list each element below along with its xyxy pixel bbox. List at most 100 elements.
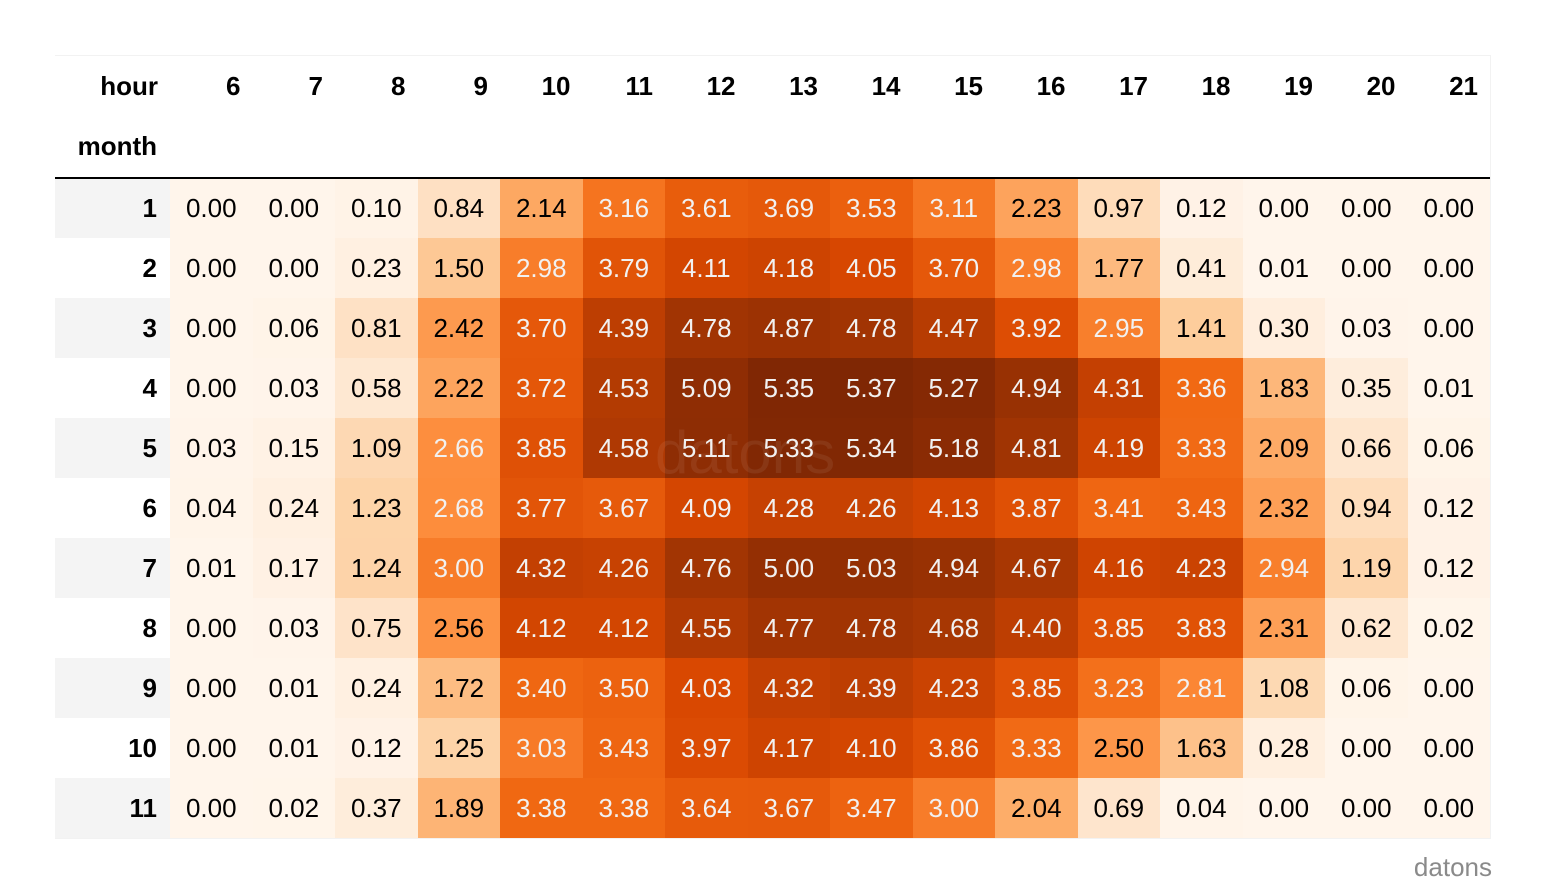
row-header-month: 7 xyxy=(55,538,170,598)
heatmap-cell: 1.09 xyxy=(335,418,418,478)
heatmap-cell: 2.66 xyxy=(417,418,500,478)
column-header-hour: 11 xyxy=(582,56,665,116)
heatmap-cell: 0.00 xyxy=(252,238,335,298)
heatmap-cell: 4.76 xyxy=(665,538,748,598)
heatmap-table: hour 6 7 8 9 10 11 12 13 14 15 16 17 18 19 20 21 month … xyxy=(55,56,1490,838)
heatmap-cell: 1.63 xyxy=(1160,718,1243,778)
table-row: 8 0.00 0.03 0.75 2.56 4.12 4.12 4.55 4.77 4.78 4.6… xyxy=(55,598,1490,658)
heatmap-cell: 3.03 xyxy=(500,718,583,778)
heatmap-cell: 2.95 xyxy=(1077,298,1160,358)
heatmap-cell: 3.50 xyxy=(582,658,665,718)
heatmap-cell: 4.39 xyxy=(830,658,913,718)
heatmap-cell: 3.85 xyxy=(995,658,1078,718)
heatmap-cell: 0.03 xyxy=(252,358,335,418)
column-header-hour: 10 xyxy=(500,56,583,116)
heatmap-cell: 0.00 xyxy=(1407,178,1490,238)
heatmap-cell: 0.01 xyxy=(170,538,253,598)
heatmap-cell: 1.41 xyxy=(1160,298,1243,358)
credit-label: datons xyxy=(1413,852,1492,882)
row-header-month: 4 xyxy=(55,358,170,418)
heatmap-cell: 0.75 xyxy=(335,598,418,658)
heatmap-cell: 1.77 xyxy=(1077,238,1160,298)
heatmap-cell: 0.94 xyxy=(1325,478,1408,538)
table-row: 3 0.00 0.06 0.81 2.42 3.70 4.39 4.78 4.87 4.78 4.4… xyxy=(55,298,1490,358)
column-header-spacer xyxy=(665,116,748,178)
heatmap-cell: 3.61 xyxy=(665,178,748,238)
column-header-hour: 17 xyxy=(1077,56,1160,116)
heatmap-cell: 3.43 xyxy=(1160,478,1243,538)
heatmap-cell: 4.94 xyxy=(995,358,1078,418)
heatmap-cell: 4.31 xyxy=(1077,358,1160,418)
heatmap-cell: 0.23 xyxy=(335,238,418,298)
heatmap-cell: 0.01 xyxy=(252,718,335,778)
heatmap-cell: 0.00 xyxy=(170,298,253,358)
heatmap-cell: 3.67 xyxy=(747,778,830,838)
column-header-hour: 8 xyxy=(335,56,418,116)
heatmap-cell: 1.89 xyxy=(417,778,500,838)
heatmap-cell: 2.94 xyxy=(1242,538,1325,598)
heatmap-cell: 0.12 xyxy=(1160,178,1243,238)
heatmap-cell: 0.03 xyxy=(252,598,335,658)
heatmap-cell: 3.70 xyxy=(500,298,583,358)
heatmap-cell: 0.66 xyxy=(1325,418,1408,478)
heatmap-cell: 2.31 xyxy=(1242,598,1325,658)
heatmap-cell: 3.36 xyxy=(1160,358,1243,418)
heatmap-cell: 0.37 xyxy=(335,778,418,838)
column-header-spacer xyxy=(170,116,253,178)
heatmap-cell: 1.24 xyxy=(335,538,418,598)
heatmap-cell: 0.30 xyxy=(1242,298,1325,358)
heatmap-cell: 1.08 xyxy=(1242,658,1325,718)
heatmap-cell: 2.04 xyxy=(995,778,1078,838)
column-header-spacer xyxy=(252,116,335,178)
heatmap-cell: 2.50 xyxy=(1077,718,1160,778)
heatmap-cell: 3.69 xyxy=(747,178,830,238)
heatmap-cell: 0.00 xyxy=(170,178,253,238)
heatmap-cell: 2.56 xyxy=(417,598,500,658)
heatmap-cell: 4.28 xyxy=(747,478,830,538)
heatmap-cell: 5.03 xyxy=(830,538,913,598)
heatmap-cell: 3.41 xyxy=(1077,478,1160,538)
heatmap-cell: 5.11 xyxy=(665,418,748,478)
heatmap-cell: 3.92 xyxy=(995,298,1078,358)
heatmap-cell: 0.01 xyxy=(1242,238,1325,298)
heatmap-cell: 3.97 xyxy=(665,718,748,778)
column-header-hour: 21 xyxy=(1407,56,1490,116)
heatmap-cell: 0.84 xyxy=(417,178,500,238)
heatmap-cell: 1.23 xyxy=(335,478,418,538)
heatmap-cell: 0.00 xyxy=(170,778,253,838)
heatmap-cell: 5.09 xyxy=(665,358,748,418)
heatmap-cell: 4.23 xyxy=(912,658,995,718)
heatmap-cell: 3.00 xyxy=(912,778,995,838)
column-header-hour: 15 xyxy=(912,56,995,116)
row-header-month: 3 xyxy=(55,298,170,358)
heatmap-cell: 4.23 xyxy=(1160,538,1243,598)
column-header-spacer xyxy=(1242,116,1325,178)
heatmap-cell: 0.35 xyxy=(1325,358,1408,418)
heatmap-cell: 0.01 xyxy=(1407,358,1490,418)
heatmap-cell: 3.33 xyxy=(995,718,1078,778)
heatmap-cell: 2.32 xyxy=(1242,478,1325,538)
heatmap-cell: 4.78 xyxy=(830,598,913,658)
column-axis-label: hour xyxy=(55,56,170,116)
heatmap-cell: 0.00 xyxy=(170,598,253,658)
heatmap-cell: 4.18 xyxy=(747,238,830,298)
heatmap-cell: 1.25 xyxy=(417,718,500,778)
heatmap-cell: 3.86 xyxy=(912,718,995,778)
heatmap-cell: 4.32 xyxy=(747,658,830,718)
column-header-spacer xyxy=(995,116,1078,178)
heatmap-cell: 0.00 xyxy=(1407,238,1490,298)
column-header-spacer xyxy=(500,116,583,178)
heatmap-cell: 0.06 xyxy=(252,298,335,358)
heatmap-cell: 4.26 xyxy=(830,478,913,538)
heatmap-cell: 4.16 xyxy=(1077,538,1160,598)
column-header-spacer xyxy=(582,116,665,178)
heatmap-cell: 4.58 xyxy=(582,418,665,478)
heatmap-cell: 3.70 xyxy=(912,238,995,298)
heatmap-cell: 0.00 xyxy=(252,178,335,238)
table-row: 2 0.00 0.00 0.23 1.50 2.98 3.79 4.11 4.18 4.05 3.7… xyxy=(55,238,1490,298)
heatmap-cell: 0.41 xyxy=(1160,238,1243,298)
heatmap-cell: 2.22 xyxy=(417,358,500,418)
heatmap-cell: 3.72 xyxy=(500,358,583,418)
header-row-hour: hour 6 7 8 9 10 11 12 13 14 15 16 17 18 19 20 21 xyxy=(55,56,1490,116)
heatmap-cell: 4.26 xyxy=(582,538,665,598)
